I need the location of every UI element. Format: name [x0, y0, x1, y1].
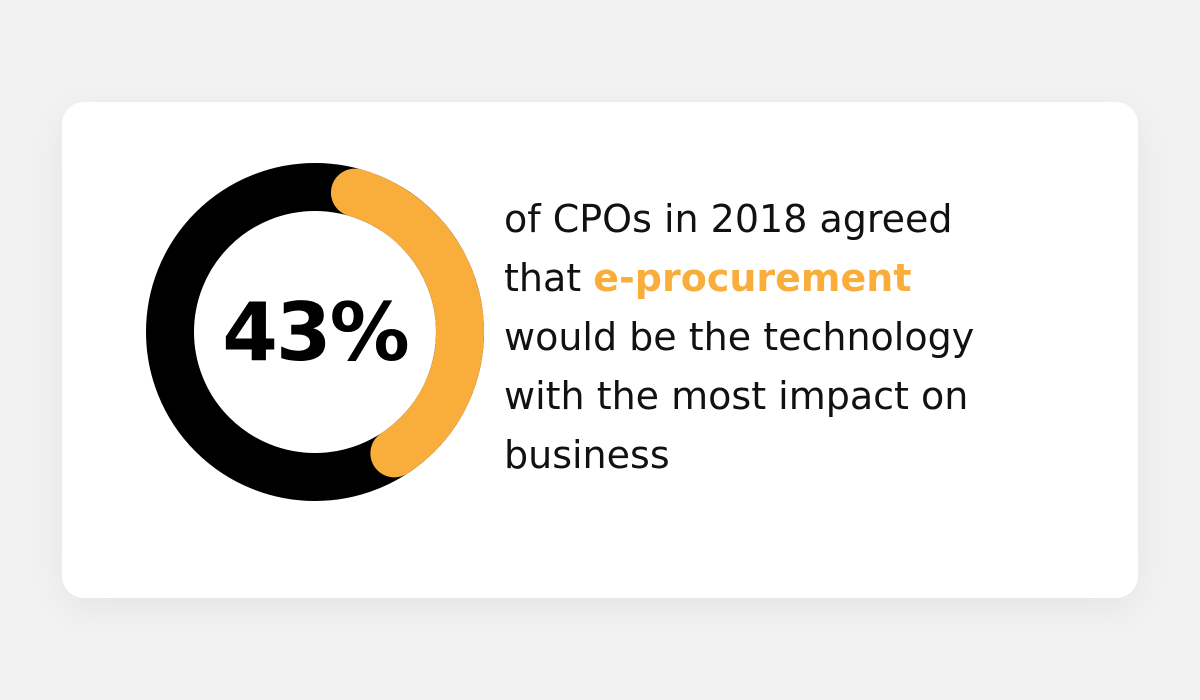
stat-line-2-prefix: that	[504, 256, 594, 300]
stat-line-1: of CPOs in 2018 agreed	[504, 197, 953, 241]
stat-line-2: that e-procurement	[504, 249, 1104, 308]
donut-chart: 43%	[145, 162, 485, 502]
donut-ring-accent	[330, 168, 484, 478]
stat-description: of CPOs in 2018 agreed that e-procuremen…	[504, 190, 1104, 485]
stat-line-5: business	[504, 433, 670, 477]
percentage-label: 43%	[222, 285, 409, 379]
donut-ring	[146, 163, 484, 501]
stat-line-3: would be the technology	[504, 315, 975, 359]
highlight-term: e-procurement	[593, 256, 912, 300]
stat-line-4: with the most impact on	[504, 374, 969, 418]
